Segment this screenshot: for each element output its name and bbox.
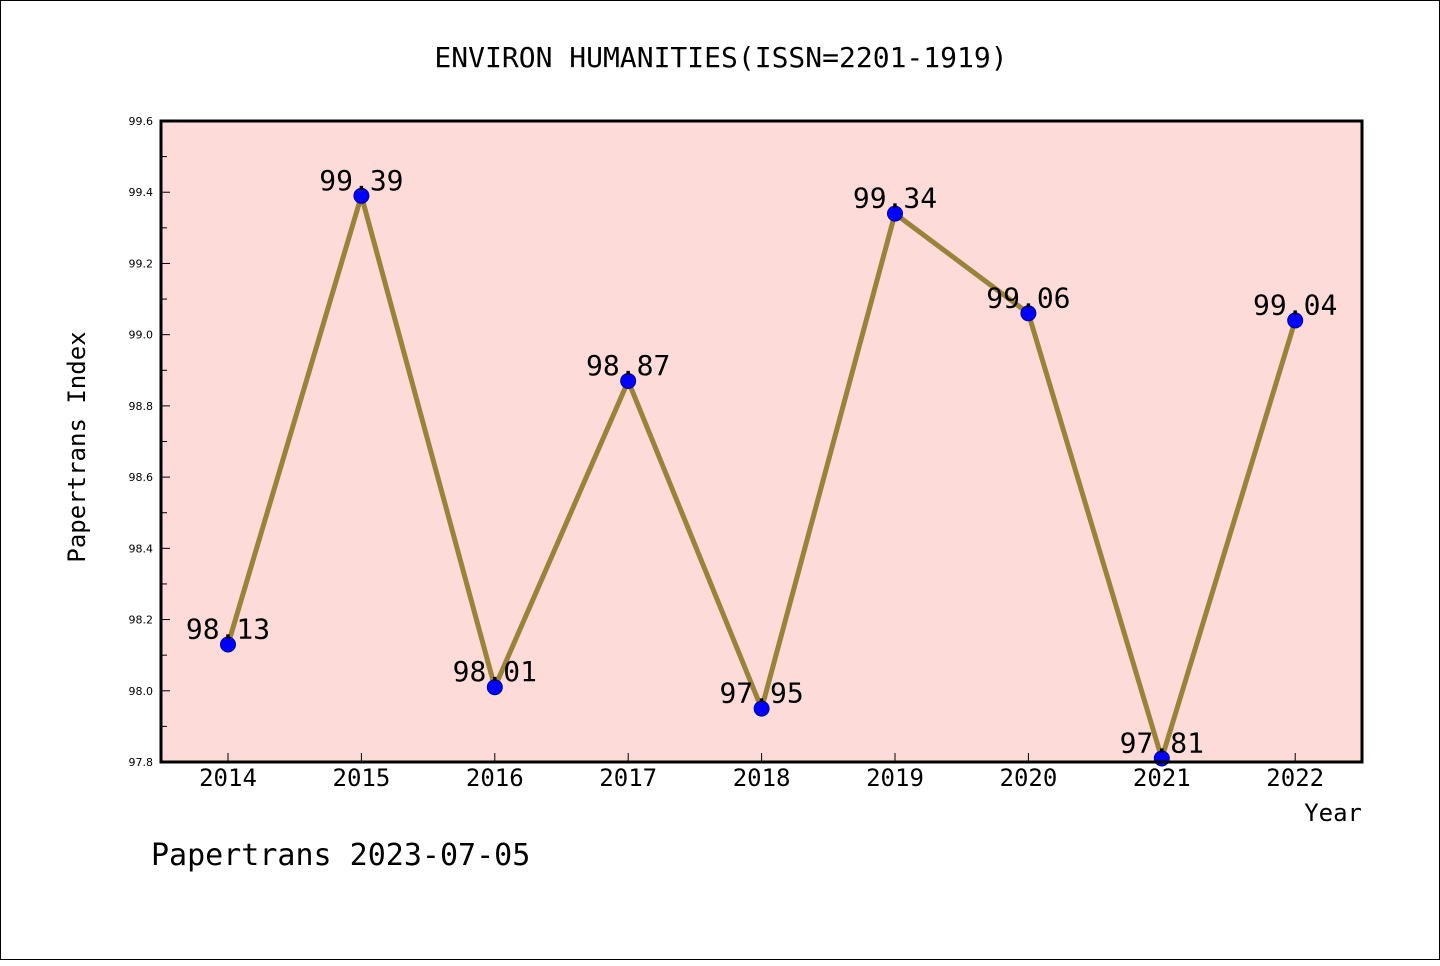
- data-point: [353, 187, 370, 204]
- data-point: [753, 700, 770, 717]
- y-axis-ticks: 97.8 98.0 98.2 98.4 98.6 98.8 99.0 99.2 99.4 99.6: [129, 115, 170, 769]
- x-tick-label: 2014: [199, 764, 257, 792]
- data-label: 99.39: [319, 164, 403, 197]
- data-point: [887, 205, 903, 222]
- data-label: 98.87: [586, 349, 670, 382]
- x-tick-label: 2015: [333, 764, 391, 792]
- x-tick-label: 2022: [1266, 764, 1324, 792]
- x-tick-label: 2017: [599, 764, 657, 792]
- y-tick-label: 99.0: [129, 329, 154, 342]
- x-axis-label: Year: [1304, 799, 1362, 827]
- y-tick-label: 99.6: [129, 115, 154, 128]
- x-axis-ticks: 2014 2015 2016 2017 2018 2019 2020 2021 2022: [199, 753, 1324, 792]
- data-label: 98.01: [453, 655, 537, 688]
- data-label: 97.95: [719, 677, 803, 710]
- y-tick-label: 99.4: [129, 186, 154, 199]
- x-tick-label: 2016: [466, 764, 524, 792]
- data-point: [620, 372, 637, 389]
- data-label: 97.81: [1120, 726, 1204, 759]
- data-label: 98.13: [186, 612, 270, 645]
- x-tick-label: 2020: [1000, 764, 1058, 792]
- data-point: [1020, 305, 1037, 322]
- data-point: [486, 679, 503, 696]
- plot-area: [161, 121, 1362, 762]
- data-label: 99.06: [986, 281, 1070, 314]
- data-point: [1287, 312, 1304, 329]
- footer-text: Papertrans 2023-07-05: [151, 838, 530, 873]
- y-tick-label: 98.4: [129, 542, 154, 555]
- data-labels: 98.13 99.39 98.01 98.87 97.95 99.34 99.06 97.81…: [186, 164, 1337, 760]
- data-label: 99.34: [853, 182, 937, 215]
- x-tick-label: 2021: [1133, 764, 1191, 792]
- y-tick-label: 97.8: [129, 756, 154, 769]
- data-label: 99.04: [1253, 288, 1337, 321]
- y-tick-label: 99.2: [129, 257, 154, 270]
- plot-border: [159, 119, 1364, 764]
- y-tick-label: 98.2: [129, 614, 154, 627]
- y-tick-label: 98.8: [129, 400, 154, 413]
- y-tick-label: 98.0: [129, 685, 154, 698]
- y-tick-label: 98.6: [129, 471, 154, 484]
- x-tick-label: 2018: [733, 764, 791, 792]
- data-point: [220, 636, 236, 653]
- chart-title: ENVIRON HUMANITIES(ISSN=2201-1919): [434, 41, 1007, 74]
- y-axis-label: Papertrans Index: [63, 331, 91, 562]
- x-tick-label: 2019: [866, 764, 924, 792]
